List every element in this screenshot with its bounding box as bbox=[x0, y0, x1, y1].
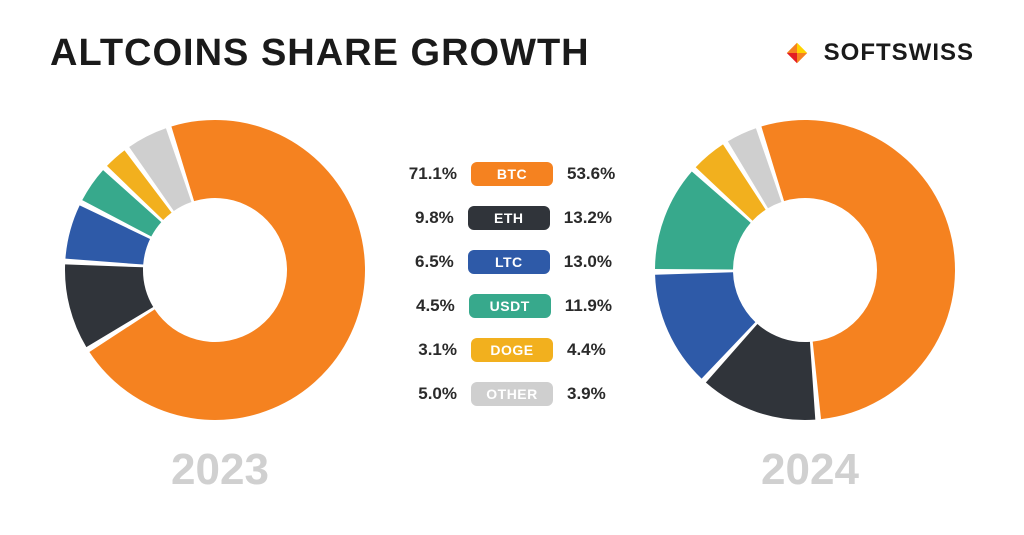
legend-left-value: 71.1% bbox=[409, 164, 457, 184]
page-title: ALTCOINS SHARE GROWTH bbox=[50, 32, 590, 75]
year-label-left: 2023 bbox=[60, 445, 380, 495]
donut-chart-2023 bbox=[60, 115, 370, 425]
donut-chart-2024 bbox=[650, 115, 960, 425]
legend-row: 9.8% ETH 13.2% bbox=[412, 196, 612, 240]
legend-chip-doge: DOGE bbox=[471, 338, 553, 362]
legend-left-value: 3.1% bbox=[412, 340, 457, 360]
legend-right-value: 4.4% bbox=[567, 340, 612, 360]
brand-logo: SOFTSWISS bbox=[780, 36, 974, 70]
legend: 71.1% BTC 53.6% 9.8% ETH 13.2% 6.5% LTC … bbox=[412, 152, 612, 416]
legend-right-value: 3.9% bbox=[567, 384, 612, 404]
legend-row: 6.5% LTC 13.0% bbox=[412, 240, 612, 284]
legend-left-value: 4.5% bbox=[412, 296, 455, 316]
infographic-root: ALTCOINS SHARE GROWTH SOFTSWISS 2023 202… bbox=[0, 0, 1024, 535]
legend-chip-eth: ETH bbox=[468, 206, 550, 230]
legend-row: 4.5% USDT 11.9% bbox=[412, 284, 612, 328]
legend-chip-other: OTHER bbox=[471, 382, 553, 406]
legend-chip-btc: BTC bbox=[471, 162, 553, 186]
legend-row: 71.1% BTC 53.6% bbox=[412, 152, 612, 196]
legend-left-value: 5.0% bbox=[412, 384, 457, 404]
legend-right-value: 13.2% bbox=[564, 208, 612, 228]
legend-right-value: 53.6% bbox=[567, 164, 615, 184]
legend-left-value: 9.8% bbox=[412, 208, 454, 228]
legend-right-value: 11.9% bbox=[565, 296, 612, 316]
brand-name: SOFTSWISS bbox=[824, 39, 974, 67]
legend-left-value: 6.5% bbox=[412, 252, 454, 272]
softswiss-logo-icon bbox=[780, 36, 814, 70]
legend-chip-ltc: LTC bbox=[468, 250, 550, 274]
year-label-right: 2024 bbox=[650, 445, 970, 495]
legend-chip-usdt: USDT bbox=[469, 294, 551, 318]
legend-row: 3.1% DOGE 4.4% bbox=[412, 328, 612, 372]
legend-right-value: 13.0% bbox=[564, 252, 612, 272]
legend-row: 5.0% OTHER 3.9% bbox=[412, 372, 612, 416]
